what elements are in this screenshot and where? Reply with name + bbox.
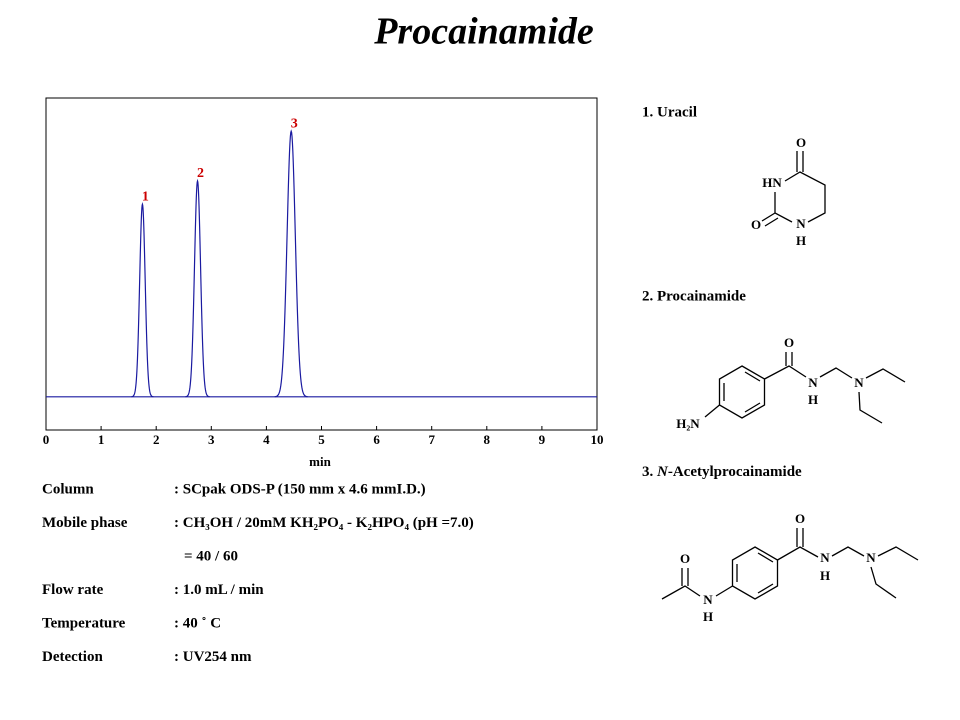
x-tick-label: 8 <box>484 432 491 447</box>
x-tick-label: 5 <box>318 432 325 447</box>
condition-label: Mobile phase <box>42 515 128 531</box>
peak <box>274 129 308 398</box>
compound-title: 3. N-Acetylprocainamide <box>642 464 802 480</box>
x-tick-label: 10 <box>591 432 604 447</box>
title-part: -Acetylprocainamide <box>668 464 802 480</box>
atom: H <box>703 609 713 624</box>
condition-label: Temperature <box>42 615 126 631</box>
x-tick-label: 9 <box>539 432 546 447</box>
condition-value: : CH₃OH / 20mM KH₂PO₄ - K₂HPO₄ (pH =7.0) <box>174 515 474 531</box>
title-part: 3. <box>642 464 657 480</box>
title-part: N <box>656 464 669 480</box>
compound-title: 1. Uracil <box>642 104 697 120</box>
structure <box>661 528 919 600</box>
atom: N <box>820 550 830 565</box>
atom: HN <box>762 175 782 190</box>
atom: H <box>820 568 830 583</box>
x-tick-label: 3 <box>208 432 215 447</box>
atom: O <box>751 217 761 232</box>
condition-label: Column <box>42 481 94 497</box>
plot: 0 1 2 3 4 5 6 7 8 9 10 1 2 3 <box>43 116 604 447</box>
condition-value: : UV254 nm <box>174 649 252 665</box>
x-axis-label: min <box>309 454 331 469</box>
plot-frame <box>45 97 598 431</box>
atom: N <box>703 592 713 607</box>
atom: O <box>680 551 690 566</box>
x-tick-label: 1 <box>98 432 105 447</box>
condition-label: Detection <box>42 649 103 665</box>
structure <box>704 352 906 424</box>
atom: H <box>796 233 806 248</box>
x-tick-label: 4 <box>263 432 270 447</box>
condition-value: : SCpak ODS-P (150 mm x 4.6 mmI.D.) <box>174 481 426 497</box>
peak-label: 1 <box>142 189 149 204</box>
condition-value: : 1.0 mL / min <box>174 582 264 598</box>
atom: H <box>808 392 818 407</box>
atom: O <box>795 511 805 526</box>
conditions: Column : SCpak ODS-P (150 mm x 4.6 mmI.D.… <box>42 481 474 665</box>
peak <box>131 202 154 398</box>
peak <box>185 178 210 398</box>
atom: H₂N <box>676 416 700 431</box>
x-tick-label: 7 <box>428 432 435 447</box>
atom: N <box>854 375 864 390</box>
atom: N <box>808 375 818 390</box>
peak-label: 3 <box>291 116 298 131</box>
x-tick-label: 0 <box>43 432 50 447</box>
x-tick-label: 2 <box>153 432 160 447</box>
title: Procainamide <box>373 11 594 53</box>
compound-title: 2. Procainamide <box>642 288 746 304</box>
atom: N <box>866 550 876 565</box>
condition-value: = 40 / 60 <box>184 548 238 564</box>
structure <box>761 151 826 227</box>
x-tick-label: 6 <box>373 432 380 447</box>
condition-label: Flow rate <box>42 582 104 598</box>
atom: N <box>796 216 806 231</box>
atom: O <box>784 335 794 350</box>
condition-value: : 40 ˚ C <box>174 615 221 631</box>
atom: O <box>796 135 806 150</box>
peak-label: 2 <box>197 166 204 181</box>
